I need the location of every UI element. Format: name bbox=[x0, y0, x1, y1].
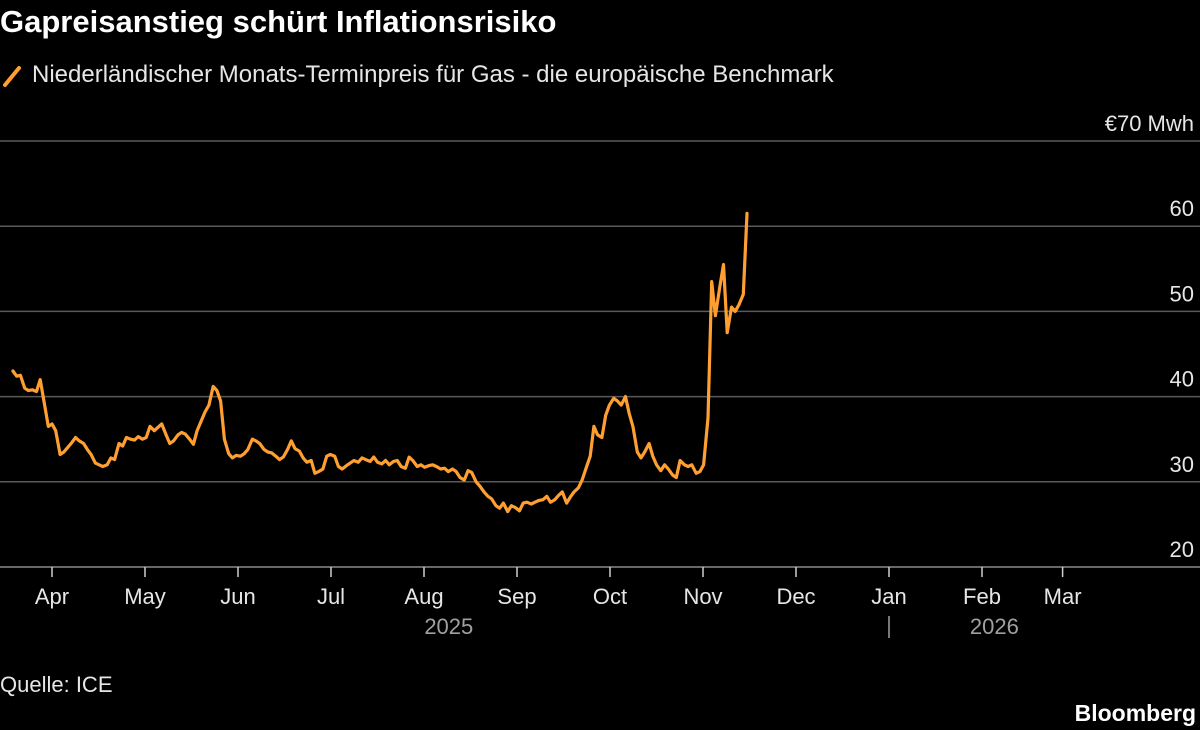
chart-title: Gapreisanstieg schürt Inflationsrisiko bbox=[0, 4, 557, 39]
x-tick-label: Feb bbox=[963, 584, 1001, 609]
legend-label: Niederländischer Monats-Terminpreis für … bbox=[32, 61, 834, 88]
gridlines bbox=[0, 140, 1200, 568]
source-note: Quelle: ICE bbox=[0, 672, 113, 697]
y-tick-label: 60 bbox=[1170, 196, 1194, 221]
legend: Niederländischer Monats-Terminpreis für … bbox=[2, 60, 834, 90]
x-tick-label: Aug bbox=[404, 584, 443, 609]
series-layer bbox=[11, 211, 749, 514]
x-tick-label: May bbox=[124, 584, 166, 609]
x-tick-label: Oct bbox=[593, 584, 627, 609]
x-tick-label: Apr bbox=[35, 584, 69, 609]
x-tick-label: Mar bbox=[1044, 584, 1082, 609]
y-tick-label: 20 bbox=[1170, 537, 1194, 562]
brand-logo: Bloomberg bbox=[1074, 700, 1196, 726]
x-tick-label: Jun bbox=[220, 584, 255, 609]
y-tick-label: 50 bbox=[1170, 281, 1194, 306]
x-tick-label: Jan bbox=[871, 584, 906, 609]
year-label: 2025 bbox=[424, 614, 473, 639]
x-tick-label: Nov bbox=[683, 584, 722, 609]
y-tick-label: €70 Mwh bbox=[1105, 111, 1194, 136]
legend-swatch-icon bbox=[3, 66, 21, 87]
x-tick-label: Jul bbox=[317, 584, 345, 609]
year-label: 2026 bbox=[970, 614, 1019, 639]
series-line-gas-price bbox=[11, 211, 749, 514]
y-tick-label: 40 bbox=[1170, 367, 1194, 392]
x-tick-label: Dec bbox=[776, 584, 815, 609]
x-tick-label: Sep bbox=[497, 584, 536, 609]
x-axis: Apr May Jun Jul Aug Sep Oct Nov Dec Jan Feb Mar 2025… bbox=[35, 567, 1082, 639]
y-axis-labels: €70 Mwh 60 50 40 30 20 bbox=[1105, 111, 1194, 562]
y-tick-label: 30 bbox=[1170, 452, 1194, 477]
